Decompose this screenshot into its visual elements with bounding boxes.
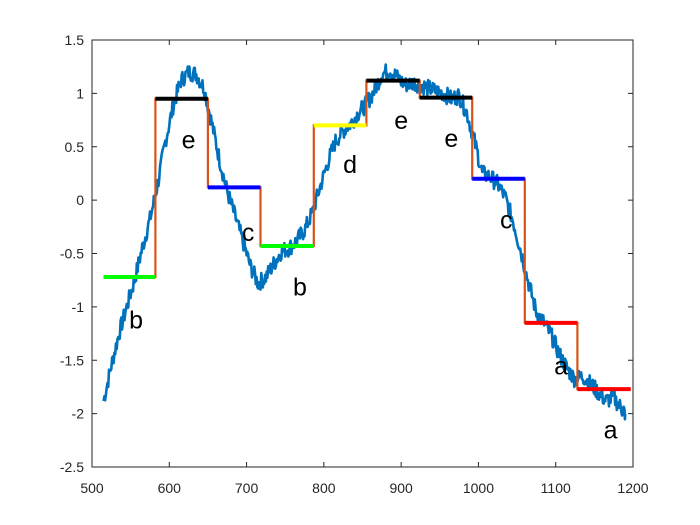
y-tick-label: -2.5 <box>60 459 84 475</box>
segment-label: e <box>182 126 196 154</box>
y-tick-label: -1 <box>72 299 85 315</box>
segment-label: d <box>343 151 357 179</box>
segment-label: c <box>242 219 255 247</box>
segment-label: c <box>500 206 513 234</box>
segment-label: b <box>293 274 307 302</box>
series-layer <box>102 63 631 421</box>
y-tick-label: 1 <box>76 85 84 101</box>
x-tick-label: 900 <box>389 480 413 496</box>
x-tick-label: 1200 <box>617 480 648 496</box>
x-tick-label: 1000 <box>463 480 494 496</box>
segment-label: a <box>554 353 568 381</box>
x-tick-label: 800 <box>312 480 336 496</box>
segment-label: e <box>394 107 408 135</box>
x-tick-label: 600 <box>158 480 182 496</box>
x-axis: 500 600 700 800 900 1000 1100 1200 <box>80 40 649 496</box>
y-tick-label: 0.5 <box>65 139 85 155</box>
step-line <box>103 79 631 391</box>
x-tick-label: 700 <box>235 480 259 496</box>
y-tick-label: -2 <box>72 406 85 422</box>
segment-label: a <box>604 417 618 445</box>
y-tick-label: -1.5 <box>60 352 84 368</box>
y-tick-label: -0.5 <box>60 246 84 262</box>
segment-layer <box>103 78 631 392</box>
y-axis: 1.5 1 0.5 0 -0.5 -1 -1.5 -2 -2.5 <box>60 32 633 475</box>
segment-label-layer: b e c b d e e c a a <box>129 107 618 445</box>
x-tick-label: 500 <box>80 480 104 496</box>
plot-frame <box>91 39 634 468</box>
x-tick-label: 1100 <box>541 480 571 496</box>
y-tick-label: 1.5 <box>65 32 85 48</box>
y-tick-label: 0 <box>76 192 84 208</box>
segment-label: e <box>444 125 458 153</box>
segment-label: b <box>129 307 143 335</box>
